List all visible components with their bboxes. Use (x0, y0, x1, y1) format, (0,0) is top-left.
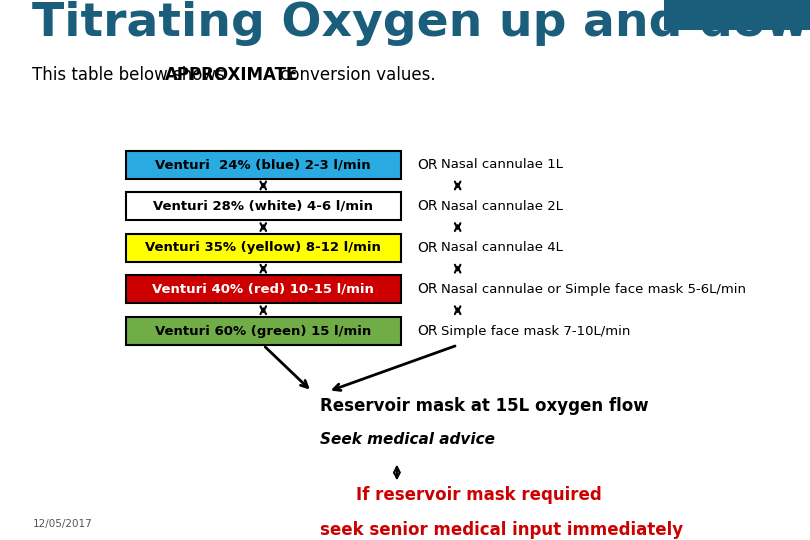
Text: Venturi 60% (green) 15 l/min: Venturi 60% (green) 15 l/min (156, 325, 371, 338)
Text: Venturi  24% (blue) 2-3 l/min: Venturi 24% (blue) 2-3 l/min (156, 158, 371, 171)
Text: Nasal cannulae or Simple face mask 5-6L/min: Nasal cannulae or Simple face mask 5-6L/… (441, 283, 747, 296)
Text: 12/05/2017: 12/05/2017 (32, 519, 92, 529)
Text: Seek medical advice: Seek medical advice (320, 432, 495, 447)
Text: Venturi 40% (red) 10-15 l/min: Venturi 40% (red) 10-15 l/min (152, 283, 374, 296)
Text: Nasal cannulae 1L: Nasal cannulae 1L (441, 158, 564, 171)
Text: conversion values.: conversion values. (275, 66, 436, 84)
FancyBboxPatch shape (126, 234, 401, 262)
Text: Simple face mask 7-10L/min: Simple face mask 7-10L/min (441, 325, 631, 338)
Text: seek senior medical input immediately: seek senior medical input immediately (320, 521, 683, 539)
Text: OR: OR (417, 241, 437, 255)
Text: Reservoir mask at 15L oxygen flow: Reservoir mask at 15L oxygen flow (320, 397, 649, 415)
FancyBboxPatch shape (126, 275, 401, 303)
Text: OR: OR (417, 282, 437, 296)
FancyBboxPatch shape (126, 151, 401, 179)
Text: Nasal cannulae 4L: Nasal cannulae 4L (441, 241, 563, 254)
Text: OR: OR (417, 199, 437, 213)
Text: This table below shows: This table below shows (32, 66, 230, 84)
Text: APPROXIMATE: APPROXIMATE (164, 66, 298, 84)
Text: If reservoir mask required: If reservoir mask required (356, 486, 602, 504)
FancyBboxPatch shape (126, 192, 401, 220)
Text: Nasal cannulae 2L: Nasal cannulae 2L (441, 200, 564, 213)
FancyBboxPatch shape (126, 317, 401, 345)
Text: Titrating Oxygen up and down: Titrating Oxygen up and down (32, 1, 810, 46)
Text: Venturi 35% (yellow) 8-12 l/min: Venturi 35% (yellow) 8-12 l/min (145, 241, 382, 254)
Text: OR: OR (417, 324, 437, 338)
Text: Venturi 28% (white) 4-6 l/min: Venturi 28% (white) 4-6 l/min (153, 200, 373, 213)
Text: OR: OR (417, 158, 437, 172)
